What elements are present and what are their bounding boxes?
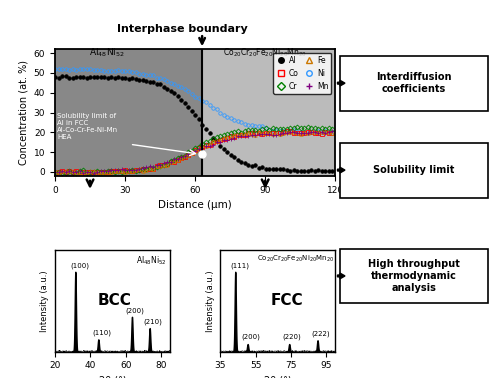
Text: $\mathrm{Al_{48}Ni_{52}}$: $\mathrm{Al_{48}Ni_{52}}$ xyxy=(88,46,124,59)
Y-axis label: Intensity (a.u.): Intensity (a.u.) xyxy=(40,270,50,332)
Text: FCC: FCC xyxy=(270,293,303,308)
Text: $\mathrm{Co_{20}Cr_{20}Fe_{20}Ni_{20}Mn_{20}}$: $\mathrm{Co_{20}Cr_{20}Fe_{20}Ni_{20}Mn_… xyxy=(223,46,307,59)
Bar xyxy=(55,49,202,176)
Text: (110): (110) xyxy=(92,329,111,336)
Text: Interphase boundary: Interphase boundary xyxy=(117,24,248,34)
Text: Co$_{20}$Cr$_{20}$Fe$_{20}$Ni$_{20}$Mn$_{20}$: Co$_{20}$Cr$_{20}$Fe$_{20}$Ni$_{20}$Mn$_… xyxy=(257,254,334,264)
Text: (111): (111) xyxy=(230,262,249,269)
Y-axis label: Intensity (a.u.): Intensity (a.u.) xyxy=(206,270,214,332)
Text: (222): (222) xyxy=(312,330,330,336)
X-axis label: Distance (μm): Distance (μm) xyxy=(158,200,232,210)
Text: (210): (210) xyxy=(144,319,163,325)
Text: (200): (200) xyxy=(125,307,144,314)
Text: BCC: BCC xyxy=(98,293,132,308)
X-axis label: 2θ (°): 2θ (°) xyxy=(264,376,291,378)
Text: Interdiffusion
coefficients: Interdiffusion coefficients xyxy=(376,72,452,94)
Text: (200): (200) xyxy=(242,334,260,340)
X-axis label: 2θ (°): 2θ (°) xyxy=(98,376,126,378)
Text: Solubility limit: Solubility limit xyxy=(373,165,454,175)
Y-axis label: Concentration (at. %): Concentration (at. %) xyxy=(18,60,28,165)
Legend: Al, Co, Cr, Fe, Ni, Mn: Al, Co, Cr, Fe, Ni, Mn xyxy=(274,53,332,94)
Text: (100): (100) xyxy=(70,262,89,269)
Text: High throughput
thermodynamic
analysis: High throughput thermodynamic analysis xyxy=(368,259,460,293)
Text: (220): (220) xyxy=(282,334,301,340)
Text: Al$_{48}$Ni$_{52}$: Al$_{48}$Ni$_{52}$ xyxy=(136,254,166,266)
Bar xyxy=(202,49,335,176)
Text: Solubility limit of
Al in FCC
Al-Co-Cr-Fe-Ni-Mn
HEA: Solubility limit of Al in FCC Al-Co-Cr-F… xyxy=(58,113,118,139)
